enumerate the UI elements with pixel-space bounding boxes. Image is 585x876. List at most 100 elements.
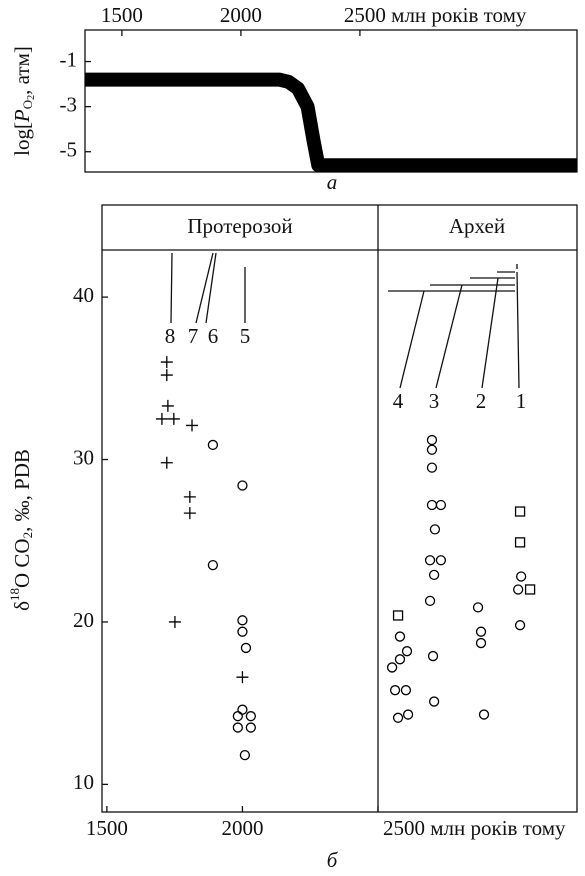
circle-point bbox=[392, 712, 404, 723]
circle-point bbox=[426, 434, 438, 446]
circle-point bbox=[426, 462, 438, 473]
label-part: , ‰, PDB bbox=[10, 449, 34, 532]
circle-point bbox=[478, 709, 490, 720]
label-part: O bbox=[20, 100, 35, 109]
x-tick-label: 2500 млн років тому bbox=[344, 3, 527, 27]
circle-point bbox=[429, 524, 441, 535]
circle-point bbox=[435, 555, 447, 566]
circle-point bbox=[427, 650, 439, 662]
label-part: 18 bbox=[7, 588, 22, 601]
x-tick-label: 1500 bbox=[101, 3, 143, 27]
leader bbox=[195, 252, 214, 324]
plus-point bbox=[183, 490, 196, 503]
leader bbox=[516, 271, 520, 389]
caption: а bbox=[327, 170, 338, 194]
circle-point bbox=[472, 602, 484, 613]
circle-point bbox=[435, 499, 447, 511]
circle-point bbox=[426, 444, 438, 455]
circle-point bbox=[401, 646, 413, 657]
square-point bbox=[524, 584, 536, 595]
circle-point bbox=[515, 571, 527, 582]
circle-point bbox=[245, 711, 256, 722]
label-part: P bbox=[10, 109, 34, 123]
circle-point bbox=[394, 631, 406, 642]
plus-point bbox=[155, 412, 168, 425]
plus-point bbox=[160, 356, 173, 369]
plus-point bbox=[168, 615, 181, 628]
period-label: Архей bbox=[449, 214, 505, 238]
circle-point bbox=[239, 750, 251, 761]
label-part: log[ bbox=[10, 122, 34, 156]
plus-point bbox=[236, 671, 249, 684]
x-tick-label: 1500 bbox=[86, 816, 128, 840]
circle-point bbox=[514, 620, 526, 631]
annotation: 5 bbox=[240, 324, 251, 348]
circle-point bbox=[207, 559, 219, 571]
y-tick-label: 30 bbox=[73, 445, 94, 469]
annotation: 7 bbox=[188, 324, 199, 348]
label-part: O CO bbox=[10, 538, 34, 588]
square-point bbox=[392, 610, 404, 621]
y-tick-label: 20 bbox=[73, 608, 94, 632]
square-point bbox=[514, 506, 526, 517]
circle-point bbox=[424, 555, 436, 566]
circle-point bbox=[237, 704, 248, 715]
leader bbox=[399, 290, 425, 389]
plus-point bbox=[160, 369, 173, 382]
x-tick-label: 2500 млн років тому bbox=[383, 816, 566, 840]
plus-point bbox=[186, 419, 199, 432]
square-point bbox=[514, 537, 526, 548]
annotation: 4 bbox=[393, 389, 404, 413]
panel-b-frame bbox=[101, 204, 578, 813]
circle-point bbox=[237, 626, 248, 637]
circle-point bbox=[428, 696, 440, 707]
circle-point bbox=[428, 569, 440, 581]
y-tick-label: 40 bbox=[73, 283, 94, 307]
leader bbox=[435, 284, 463, 389]
period-label: Протерозой bbox=[187, 214, 292, 238]
label-part: 2 bbox=[26, 95, 37, 100]
leader bbox=[481, 277, 499, 389]
circle-point bbox=[386, 662, 398, 673]
x-tick-label: 2000 bbox=[221, 816, 263, 840]
plus-point bbox=[167, 412, 180, 425]
circle-point bbox=[394, 654, 406, 665]
circle-point bbox=[240, 642, 252, 654]
circle-point bbox=[232, 722, 243, 733]
circle-point bbox=[232, 711, 243, 722]
circle-point bbox=[400, 685, 412, 696]
y-tick-label: -1 bbox=[60, 47, 78, 71]
caption: б bbox=[327, 848, 339, 872]
circle-point bbox=[389, 685, 401, 696]
annotation: 8 bbox=[165, 324, 176, 348]
label-part: δ bbox=[10, 601, 34, 611]
annotation: 6 bbox=[208, 324, 219, 348]
circle-point bbox=[426, 499, 438, 511]
data-line bbox=[85, 72, 577, 173]
leader bbox=[170, 252, 173, 324]
circle-point bbox=[207, 439, 219, 451]
label-part: , атм] bbox=[10, 46, 34, 95]
plus-point bbox=[160, 456, 173, 469]
circle-point bbox=[475, 626, 487, 637]
leader bbox=[205, 252, 217, 324]
circle-point bbox=[475, 637, 487, 649]
y-tick-label: -3 bbox=[60, 92, 78, 116]
x-tick-label: 2000 bbox=[220, 3, 262, 27]
plus-point bbox=[161, 399, 174, 412]
circle-point bbox=[237, 615, 248, 626]
y-axis-label: δ18O CO2, ‰, PDB bbox=[7, 449, 35, 611]
annotation: 1 bbox=[516, 389, 527, 413]
y-tick-label: 10 bbox=[73, 770, 94, 794]
annotation: 2 bbox=[476, 389, 487, 413]
circle-point bbox=[237, 480, 248, 491]
annotation-lines bbox=[170, 252, 520, 389]
circle-point bbox=[402, 709, 414, 720]
circle-point bbox=[424, 595, 436, 606]
panel-a-frame bbox=[84, 29, 578, 173]
y-tick-label: -5 bbox=[60, 138, 78, 162]
plus-point bbox=[183, 507, 196, 520]
circle-point bbox=[245, 722, 256, 733]
label-part: 2 bbox=[20, 532, 35, 539]
